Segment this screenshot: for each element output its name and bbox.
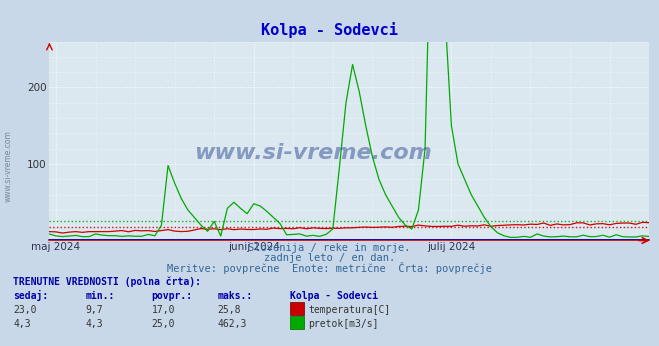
Text: www.si-vreme.com: www.si-vreme.com	[194, 143, 432, 163]
Text: Kolpa - Sodevci: Kolpa - Sodevci	[261, 22, 398, 38]
Text: Meritve: povprečne  Enote: metrične  Črta: povprečje: Meritve: povprečne Enote: metrične Črta:…	[167, 262, 492, 274]
Text: 4,3: 4,3	[86, 319, 103, 329]
Text: 9,7: 9,7	[86, 305, 103, 315]
Text: zadnje leto / en dan.: zadnje leto / en dan.	[264, 253, 395, 263]
Text: 462,3: 462,3	[217, 319, 247, 329]
Text: min.:: min.:	[86, 291, 115, 301]
Text: Kolpa - Sodevci: Kolpa - Sodevci	[290, 291, 378, 301]
Text: 23,0: 23,0	[13, 305, 37, 315]
Text: sedaj:: sedaj:	[13, 290, 48, 301]
Text: povpr.:: povpr.:	[152, 291, 192, 301]
Text: TRENUTNE VREDNOSTI (polna črta):: TRENUTNE VREDNOSTI (polna črta):	[13, 277, 201, 288]
Text: temperatura[C]: temperatura[C]	[308, 305, 391, 315]
Text: 25,0: 25,0	[152, 319, 175, 329]
Text: pretok[m3/s]: pretok[m3/s]	[308, 319, 379, 329]
Text: maks.:: maks.:	[217, 291, 252, 301]
Text: Slovenija / reke in morje.: Slovenija / reke in morje.	[248, 243, 411, 253]
Text: 17,0: 17,0	[152, 305, 175, 315]
Text: 4,3: 4,3	[13, 319, 31, 329]
Text: 25,8: 25,8	[217, 305, 241, 315]
Text: www.si-vreme.com: www.si-vreme.com	[3, 130, 13, 202]
